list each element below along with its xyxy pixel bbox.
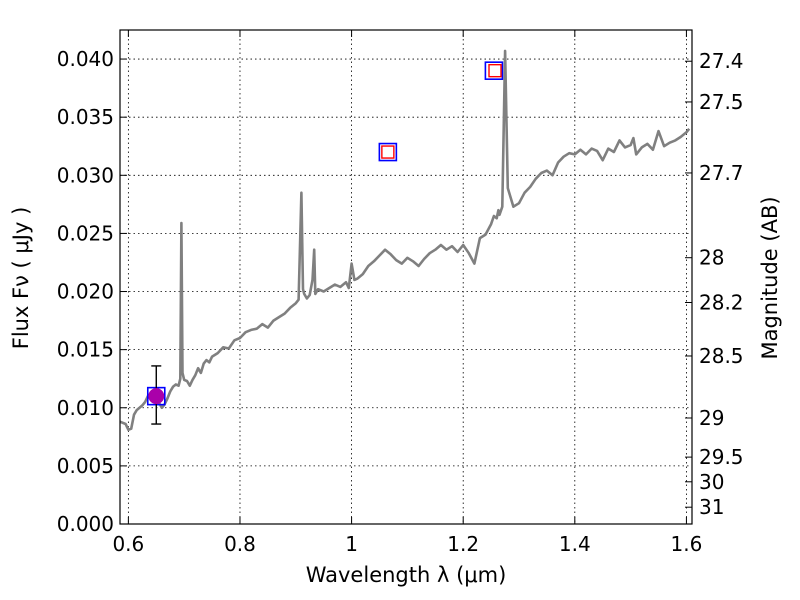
photometry-layer bbox=[146, 61, 504, 425]
y2-axis-label: Magnitude (AB) bbox=[758, 196, 782, 359]
x-tick-label: 1.4 bbox=[559, 532, 591, 556]
y-tick-label: 0.035 bbox=[57, 105, 114, 129]
mag-tick-label: 29 bbox=[699, 406, 724, 430]
y-tick-label: 0.010 bbox=[57, 396, 114, 420]
mag-tick-label: 28 bbox=[699, 246, 724, 270]
x-tick-label: 0.6 bbox=[112, 532, 144, 556]
photometry-blue-square bbox=[484, 61, 504, 80]
y-tick-label: 0.030 bbox=[57, 163, 114, 187]
mag-tick-label: 27.7 bbox=[699, 161, 744, 185]
y-tick-label: 0.005 bbox=[57, 454, 114, 478]
x-tick-label: 1.6 bbox=[671, 532, 703, 556]
y-tick-label: 0.000 bbox=[57, 512, 114, 536]
mag-tick-label: 28.5 bbox=[699, 344, 744, 368]
mag-tick-label: 30 bbox=[699, 470, 724, 494]
mag-tick-label: 27.4 bbox=[699, 49, 744, 73]
y-tick-label: 0.020 bbox=[57, 280, 114, 304]
photometry-blue-square bbox=[378, 142, 398, 162]
spectrum-line bbox=[119, 49, 691, 432]
spectrum-layer bbox=[119, 49, 691, 432]
tick-labels-layer: 0.6 0.8 1 1.2 1.4 1.6 0.000 0.005 0.010 0.015 0.02… bbox=[57, 47, 744, 556]
plot-frame bbox=[119, 29, 693, 525]
measured-point bbox=[148, 388, 165, 405]
mag-tick-label: 31 bbox=[699, 495, 724, 519]
y-axis-label: Flux Fν ( μJy ) bbox=[9, 207, 33, 350]
y-tick-label: 0.040 bbox=[57, 47, 114, 71]
x-tick-label: 1 bbox=[345, 532, 358, 556]
x-tick-label: 1.2 bbox=[447, 532, 479, 556]
x-axis-label: Wavelength λ (μm) bbox=[306, 563, 507, 587]
mag-tick-label: 28.2 bbox=[699, 291, 744, 315]
photometry-red-square bbox=[381, 145, 395, 159]
x-tick-label: 0.8 bbox=[224, 532, 256, 556]
mag-tick-label: 29.5 bbox=[699, 445, 744, 469]
mag-tick-label: 27.5 bbox=[699, 90, 744, 114]
ticks-layer bbox=[120, 30, 692, 525]
photometry-red-square bbox=[488, 63, 502, 78]
y-tick-label: 0.015 bbox=[57, 338, 114, 362]
y-tick-label: 0.025 bbox=[57, 221, 114, 245]
